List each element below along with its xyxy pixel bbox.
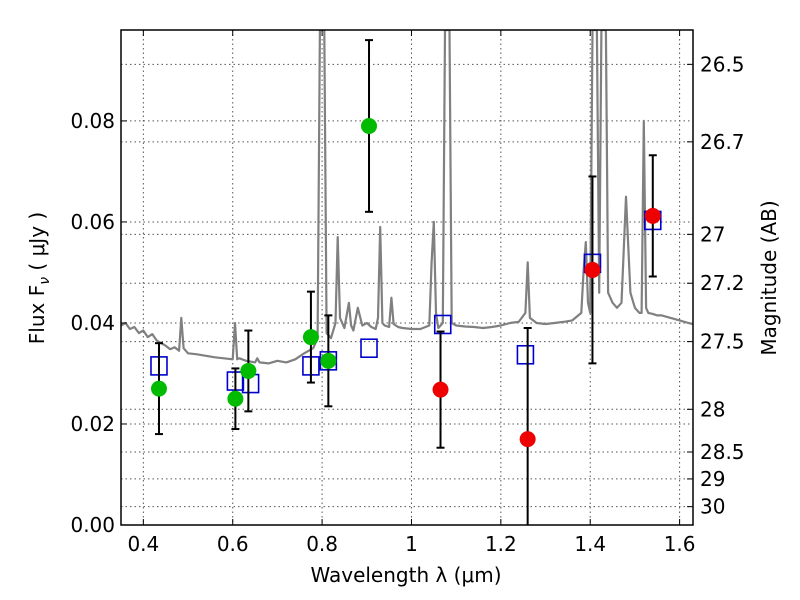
data-point xyxy=(150,380,167,397)
data-point xyxy=(320,352,337,369)
y2-tick-label: 29 xyxy=(700,467,725,491)
y2-axis-label: Magnitude (AB) xyxy=(757,200,781,355)
x-tick-label: 0.4 xyxy=(127,532,159,556)
y2-tick-label: 26.7 xyxy=(700,130,745,154)
grid-layer xyxy=(121,30,693,526)
model-square xyxy=(433,314,452,335)
data-point xyxy=(584,261,601,278)
spectrum-line xyxy=(121,30,693,365)
x-tick-label: 1.4 xyxy=(574,532,606,556)
y2-tick-label: 26.5 xyxy=(700,52,745,76)
y2-tick-label: 27 xyxy=(700,222,725,246)
x-tick-label: 1.6 xyxy=(664,532,696,556)
data-point xyxy=(227,390,244,407)
data-point xyxy=(644,207,661,224)
data-point xyxy=(432,381,449,398)
data-point xyxy=(302,329,319,346)
y-axis-label: Flux Fν ( μJy ) xyxy=(25,212,53,344)
y-tick-label: 0.02 xyxy=(70,412,115,436)
model-square xyxy=(360,338,378,359)
model-square xyxy=(516,344,535,365)
y-axis-label-subscript: ν xyxy=(37,277,53,285)
y2-tick-label: 30 xyxy=(700,495,725,519)
y-axis-label-unit: ( μJy ) xyxy=(25,212,49,277)
marker-layer xyxy=(150,39,662,525)
x-tick-label: 1.2 xyxy=(485,532,517,556)
y2-tick-label: 27.2 xyxy=(700,271,745,295)
y-tick-label: 0.00 xyxy=(70,513,115,537)
x-axis-label: Wavelength λ (μm) xyxy=(310,563,501,587)
y2-tick-label: 28 xyxy=(700,397,725,421)
tick-layer: 0.4 0.6 0.8 1 1.2 1.4 1.6 0.00 0.02 0.04 0.06 0.08 2… xyxy=(70,30,745,556)
spectrum-layer xyxy=(121,30,693,365)
data-point xyxy=(240,362,257,379)
plot-frame xyxy=(120,29,694,526)
data-point xyxy=(519,431,536,448)
y2-tick-label: 27.5 xyxy=(700,330,745,354)
y-tick-label: 0.04 xyxy=(70,311,115,335)
x-tick-label: 1 xyxy=(405,532,418,556)
y-tick-label: 0.06 xyxy=(70,210,115,234)
data-point xyxy=(361,117,378,134)
y2-tick-label: 28.5 xyxy=(700,440,745,464)
x-tick-label: 0.6 xyxy=(217,532,249,556)
x-tick-label: 0.8 xyxy=(306,532,338,556)
y-tick-label: 0.08 xyxy=(70,109,115,133)
